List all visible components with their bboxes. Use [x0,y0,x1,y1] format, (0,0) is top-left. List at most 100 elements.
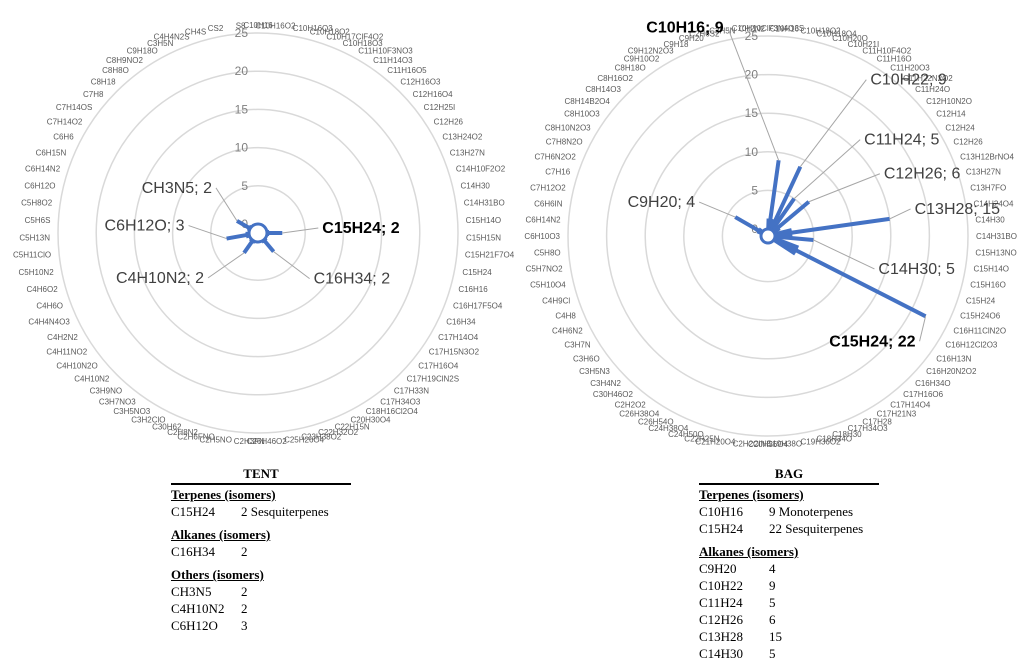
category-label: S8 [236,22,246,31]
category-label: C13H7FO [970,183,1006,192]
category-label: C25H26O4 [284,435,325,444]
data-label-leader [919,316,927,342]
data-label-leader [808,173,881,203]
category-label: C4H10N2O [56,362,97,371]
category-label: C10H18O4 [817,30,858,39]
category-label: C24H38O4 [648,424,689,433]
table-row: C11H24 5 [699,594,879,611]
category-label: C15H14O [973,265,1009,274]
category-label: C4H2N2 [47,333,78,342]
table-row: C9H20 4 [699,560,879,577]
category-label: C2H3FN [234,437,265,446]
category-label: C10H10ClF3N4O3S [732,24,804,33]
category-label: C5H7NO2 [526,265,563,274]
section-heading: Alkanes (isomers) [699,544,799,559]
data-label-leader [799,79,867,167]
data-label: C4H10N2; 2 [116,270,204,287]
radial-tick-label: 15 [745,106,759,120]
value-cell: 22 Sesquiterpenes [769,521,864,536]
category-label: C14H24O4 [973,199,1014,208]
category-label: C20H36O4 [748,440,789,449]
section-heading: Terpenes (isomers) [171,484,351,503]
category-label: C22H25N [684,434,719,443]
category-label: C6H10O3 [524,232,560,241]
category-label: C11H22N2O2 [903,74,953,83]
data-label: C16H34; 2 [314,271,391,288]
category-label: C8H18 [91,77,116,86]
summary-table-bag: BAG Terpenes (isomers) C10H16 9 Monoterpe… [699,466,879,662]
chart-hub [759,227,777,245]
category-label: C6H6 [53,133,74,142]
category-label: C12H26 [434,118,464,127]
table-row: C10H22 9 [699,577,879,594]
category-label: C23H38O2 [301,432,342,441]
category-label: C30H62 [152,422,182,431]
value-cell: 9 Monoterpenes [769,504,854,519]
grid-ring [567,35,969,437]
category-label: C3H5N [147,39,173,48]
value-cell: 2 Sesquiterpenes [241,504,329,519]
category-label: C17H28 [862,417,892,426]
category-label: C26H46O2 [247,437,288,446]
category-label: C10H18O2 [801,27,842,36]
category-label: C7H16 [545,168,570,177]
data-label-leader [273,251,310,279]
category-label: C30H46O2 [593,390,634,399]
category-label: C10H16 [770,25,800,34]
formula-cell: C16H34 [171,544,216,559]
category-label: C16H34 [446,318,476,327]
table-row: C6H12O 3 [171,617,351,634]
category-label: C18H34O [817,434,853,443]
data-label-leader [282,227,319,234]
category-label: C2H6S2 [689,30,720,39]
data-label-leader [188,225,227,240]
category-label: C16H34O [915,379,951,388]
category-label: C18H16Cl2O4 [366,407,419,416]
data-label: C15H24; 2 [322,220,399,237]
category-label: C2H6FNO [177,432,214,441]
category-label: C11H10F4O2 [862,47,911,56]
category-label: C26H54O [638,417,674,426]
radial-tick-label: 25 [235,26,249,40]
category-label: C8H9NO2 [106,56,143,65]
data-label-leader [813,239,875,270]
category-label: C6H14N2 [526,216,562,225]
category-label: C17H33N [394,386,429,395]
category-label: C8H10O3 [564,110,600,119]
radar-chart-bag: 0510152025C10H10ClF3N4O3SC10H16C10H18O2C… [524,19,1017,449]
table-title: TENT [171,466,351,484]
category-label: C15H16O [970,281,1006,290]
data-spoke [767,216,890,238]
category-label: C22H32O2 [318,428,359,437]
grid-ring [95,70,421,396]
category-label: C11H24O [915,85,950,94]
category-label: C7H14OS [56,103,92,112]
category-label: C13H27N [966,168,1001,177]
category-label: C6H14N2 [25,165,61,174]
grid-ring [171,146,345,320]
category-label: C10H21I [848,40,880,49]
category-label: C10H16O2 [255,22,296,31]
summary-table-tent: TENT Terpenes (isomers) C15H24 2 Sesquite… [171,466,351,634]
value-cell: 2 [241,584,248,599]
category-label: C16H13N [936,354,971,363]
category-label: C15H14O [466,216,502,225]
category-label: C2H8N2 [167,428,198,437]
value-cell: 2 [241,544,248,559]
value-cell: 2 [241,601,248,616]
category-label: C14H31BO [976,232,1017,241]
data-label: C13H28; 15 [915,201,1000,218]
grid-ring [721,189,815,283]
category-label: C13H27N [450,148,485,157]
table-row: C4H10N2 2 [171,600,351,617]
table-row: C15H24 2 Sesquiterpenes [171,503,351,520]
data-label: C12H26; 6 [884,166,961,183]
category-label: C7H8 [83,90,104,99]
category-label: C4H6N2 [552,326,583,335]
category-label: C16H16 [458,285,488,294]
category-label: C10H16 [243,21,273,30]
radial-tick-label: 20 [235,64,249,78]
data-label: C14H30; 5 [878,261,955,278]
category-label: C7H14O2 [47,118,83,127]
category-label: C13H12BrNO4 [960,152,1014,161]
